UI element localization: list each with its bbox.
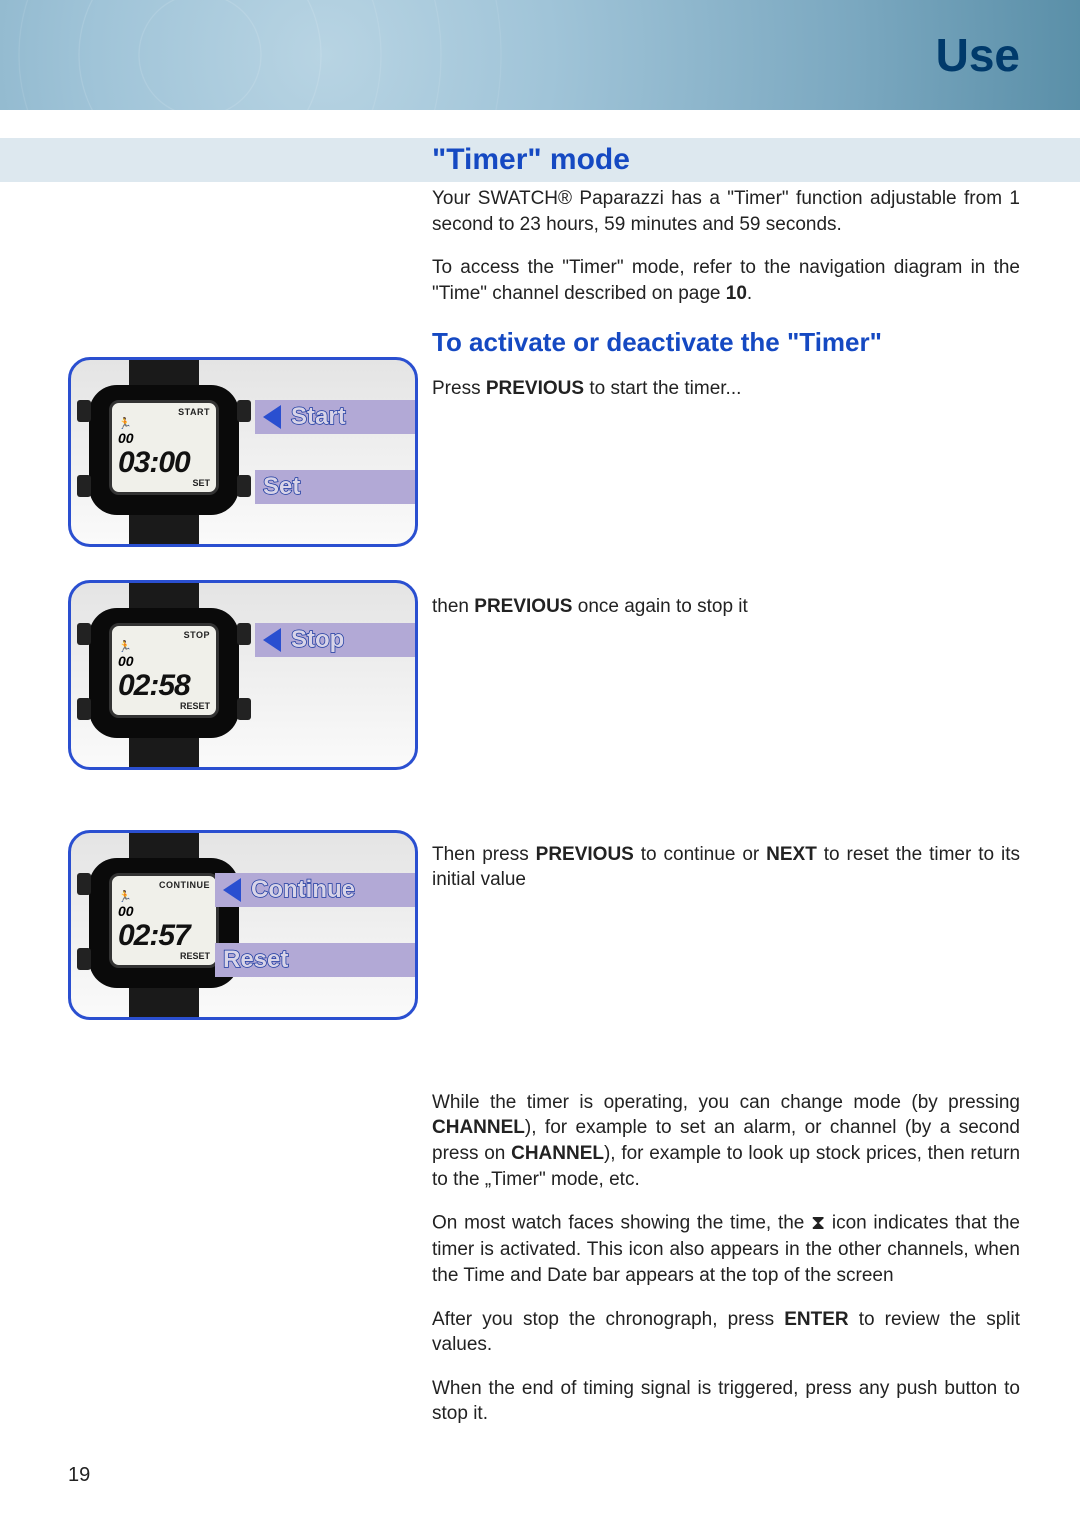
label-bar-stop: Stop	[255, 623, 415, 657]
header-band: Use	[0, 0, 1080, 110]
runner-icon: 🏃	[118, 890, 132, 903]
label-bar-continue: Continue	[215, 873, 415, 907]
runner-icon: 🏃	[118, 417, 132, 430]
step1-text: Press PREVIOUS to start the timer...	[432, 376, 1020, 576]
label-start: Start	[291, 403, 346, 431]
section-title-band: "Timer" mode	[0, 138, 1080, 182]
label-bar-reset: Reset	[215, 943, 415, 977]
hourglass-icon: ⧗	[811, 1210, 825, 1237]
screen-bottom-label: SET	[118, 478, 210, 488]
page-header-title: Use	[936, 28, 1020, 82]
step2-text: then PREVIOUS once again to stop it	[432, 594, 1020, 824]
screen-top-label: STOP	[118, 630, 210, 640]
watch-illustration: CONTINUE 🏃 00 02:57 RESET	[79, 830, 249, 1020]
footer-p2: On most watch faces showing the time, th…	[432, 1210, 1020, 1288]
arrow-left-icon	[263, 628, 281, 652]
footer-p4: When the end of timing signal is trigger…	[432, 1376, 1020, 1427]
screen-time: 03:00	[118, 448, 210, 478]
label-reset: Reset	[223, 946, 288, 974]
screen-count: 00	[118, 653, 210, 669]
screen-time: 02:57	[118, 921, 210, 951]
screen-bottom-label: RESET	[118, 951, 210, 961]
screen-top-label: START	[118, 407, 210, 417]
watch-panel-start: START 🏃 00 03:00 SET Start Set	[68, 357, 418, 547]
subheading: To activate or deactivate the "Timer"	[432, 325, 1020, 360]
section-title: "Timer" mode	[432, 143, 630, 177]
label-stop: Stop	[291, 626, 344, 654]
screen-count: 00	[118, 430, 210, 446]
watch-screen: START 🏃 00 03:00 SET	[109, 400, 219, 495]
label-continue: Continue	[251, 876, 355, 904]
footer-p3: After you stop the chronograph, press EN…	[432, 1307, 1020, 1358]
screen-count: 00	[118, 903, 210, 919]
intro-p1: Your SWATCH® Paparazzi has a "Timer" fun…	[432, 186, 1020, 237]
label-bar-start: Start	[255, 400, 415, 434]
footer-p1: While the timer is operating, you can ch…	[432, 1090, 1020, 1193]
watch-illustration: START 🏃 00 03:00 SET	[79, 357, 249, 547]
content-column: Your SWATCH® Paparazzi has a "Timer" fun…	[432, 186, 1020, 1445]
intro-p2: To access the "Timer" mode, refer to the…	[432, 255, 1020, 306]
page-number: 19	[68, 1464, 90, 1487]
label-set: Set	[263, 473, 300, 501]
watch-panel-stop: STOP 🏃 00 02:58 RESET Stop	[68, 580, 418, 770]
arrow-left-icon	[263, 405, 281, 429]
screen-time: 02:58	[118, 671, 210, 701]
label-bar-set: Set	[255, 470, 415, 504]
runner-icon: 🏃	[118, 640, 132, 653]
watch-screen: CONTINUE 🏃 00 02:57 RESET	[109, 873, 219, 968]
watch-panel-continue: CONTINUE 🏃 00 02:57 RESET Continue Reset	[68, 830, 418, 1020]
arrow-left-icon	[223, 878, 241, 902]
step3-text: Then press PREVIOUS to continue or NEXT …	[432, 842, 1020, 1072]
watch-illustration: STOP 🏃 00 02:58 RESET	[79, 580, 249, 770]
watch-screen: STOP 🏃 00 02:58 RESET	[109, 623, 219, 718]
screen-bottom-label: RESET	[118, 701, 210, 711]
screen-top-label: CONTINUE	[118, 880, 210, 890]
